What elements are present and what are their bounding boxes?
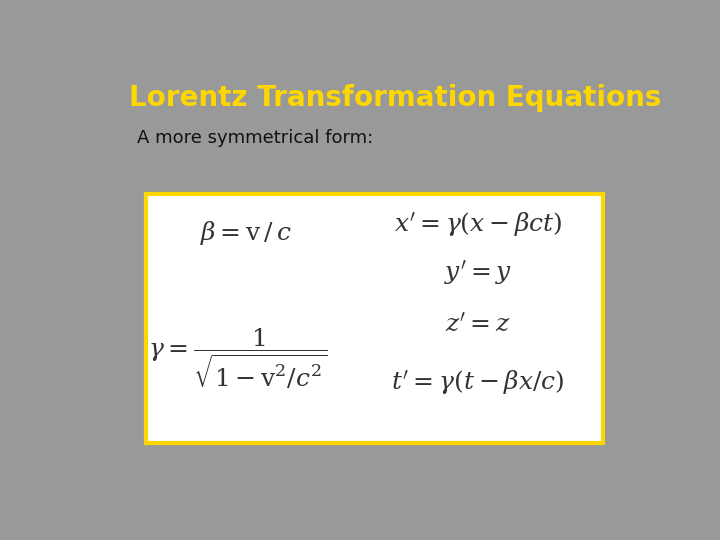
Text: Lorentz Transformation Equations: Lorentz Transformation Equations: [129, 84, 662, 112]
Text: $\beta = \mathrm{v}\,/\,c$: $\beta = \mathrm{v}\,/\,c$: [200, 219, 292, 247]
Text: $y' = y$: $y' = y$: [444, 259, 512, 287]
Text: $z' = z$: $z' = z$: [445, 313, 510, 336]
Text: A more symmetrical form:: A more symmetrical form:: [138, 129, 374, 147]
FancyBboxPatch shape: [145, 194, 603, 443]
Text: $\gamma = \dfrac{1}{\sqrt{1 - \mathrm{v}^2/c^2}}$: $\gamma = \dfrac{1}{\sqrt{1 - \mathrm{v}…: [148, 326, 328, 390]
Text: $x' = \gamma\left(x - \beta ct\right)$: $x' = \gamma\left(x - \beta ct\right)$: [394, 211, 562, 239]
Text: $t' = \gamma\left(t - \beta x/c\right)$: $t' = \gamma\left(t - \beta x/c\right)$: [391, 369, 564, 397]
